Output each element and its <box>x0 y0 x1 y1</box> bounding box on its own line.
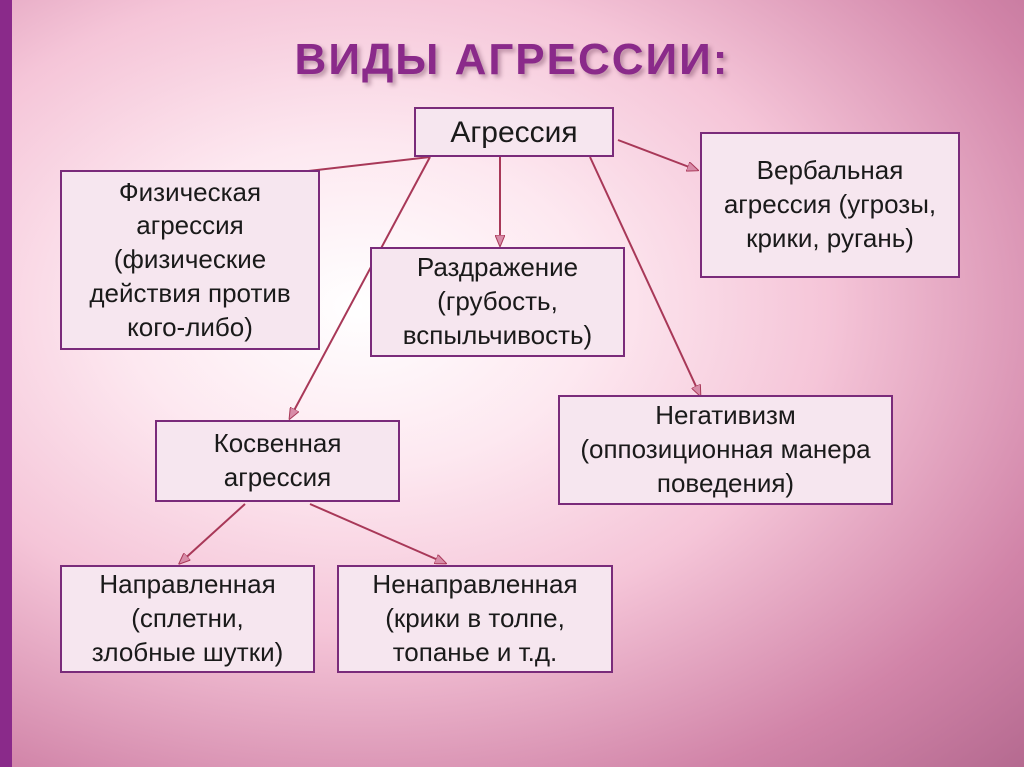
node-directed-label: Направленная (сплетни, злобные шутки) <box>76 568 299 669</box>
node-directed: Направленная (сплетни, злобные шутки) <box>60 565 315 673</box>
node-negativism-label: Негативизм (оппозиционная манера поведен… <box>574 399 877 500</box>
node-root-label: Агрессия <box>450 113 577 152</box>
node-undirected: Ненаправленная (крики в толпе, топанье и… <box>337 565 613 673</box>
node-irritation: Раздражение (грубость, вспыльчивость) <box>370 247 625 357</box>
node-physical: Физическая агрессия (физические действия… <box>60 170 320 350</box>
node-undirected-label: Ненаправленная (крики в толпе, топанье и… <box>353 568 597 669</box>
node-indirect-label: Косвенная агрессия <box>171 427 384 495</box>
node-physical-label: Физическая агрессия (физические действия… <box>76 176 304 345</box>
left-accent-bar <box>0 0 12 767</box>
node-indirect: Косвенная агрессия <box>155 420 400 502</box>
node-root: Агрессия <box>414 107 614 157</box>
node-negativism: Негативизм (оппозиционная манера поведен… <box>558 395 893 505</box>
node-verbal-label: Вербальная агрессия (угрозы, крики, руга… <box>716 154 944 255</box>
slide-title: ВИДЫ АГРЕССИИ: <box>295 35 730 85</box>
node-verbal: Вербальная агрессия (угрозы, крики, руга… <box>700 132 960 278</box>
node-irritation-label: Раздражение (грубость, вспыльчивость) <box>386 251 609 352</box>
